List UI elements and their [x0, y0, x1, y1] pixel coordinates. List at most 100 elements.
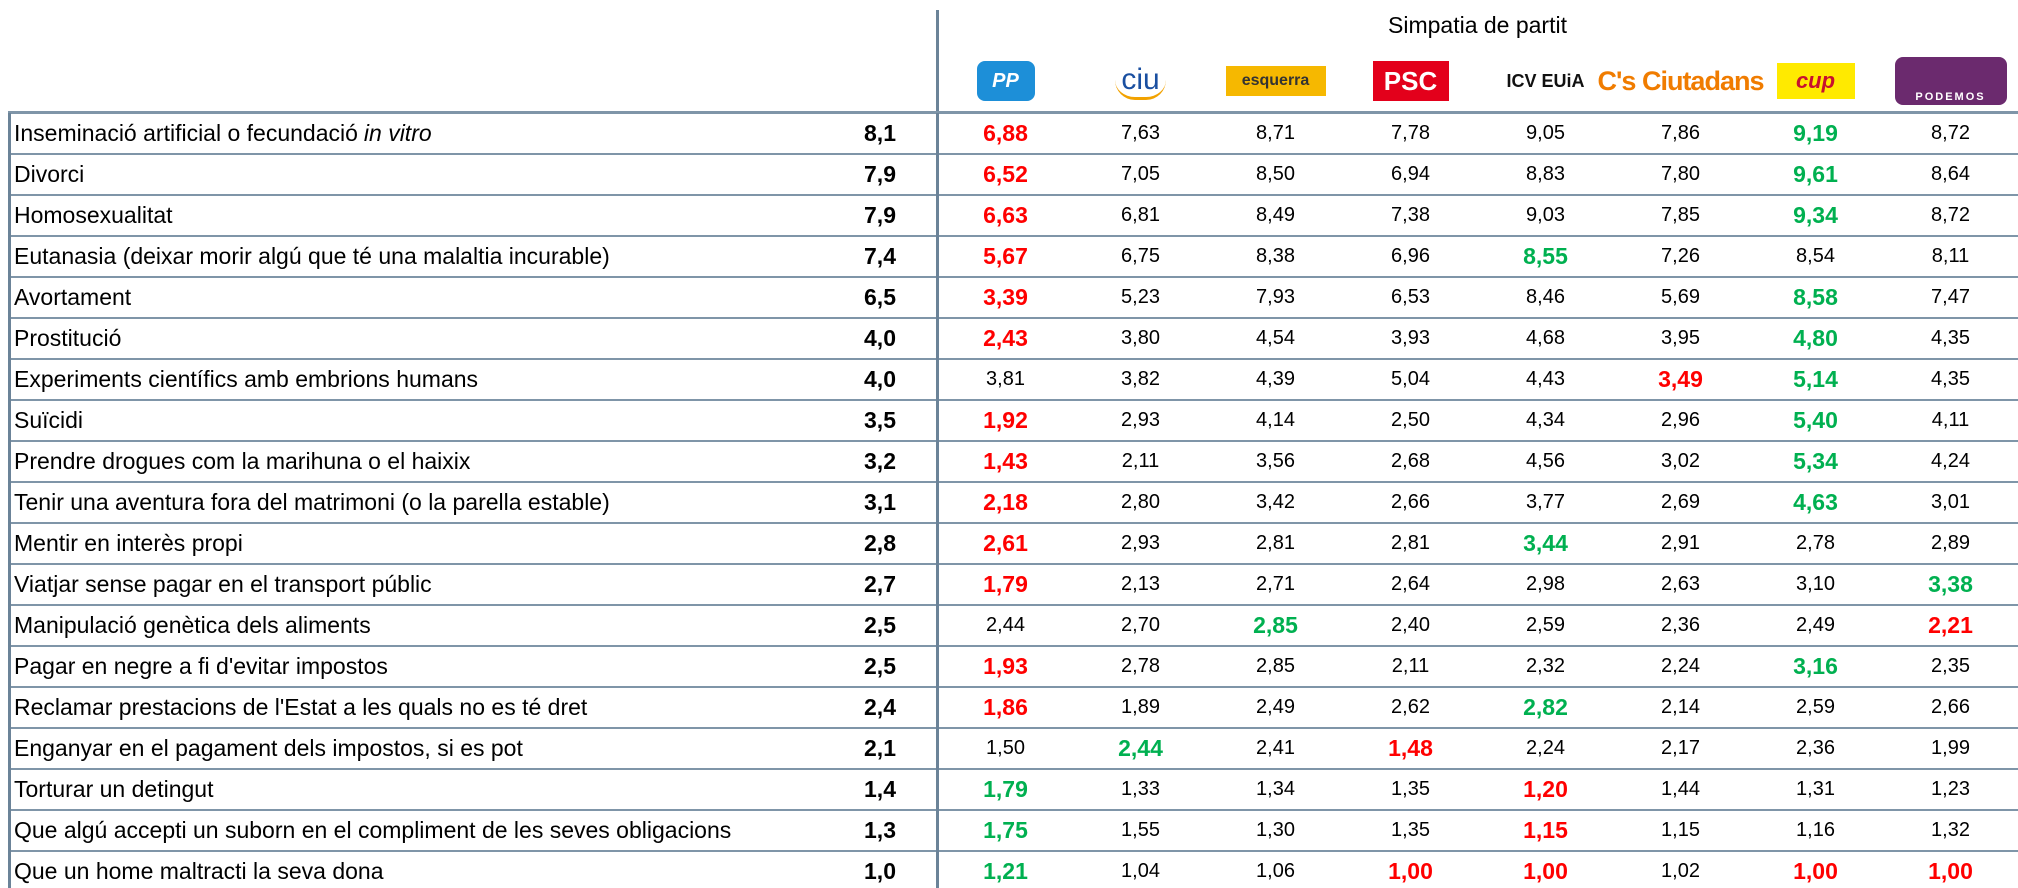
label-text: Viatjar sense pagar en el transport públ…: [14, 571, 432, 597]
value-cell: 2,13: [1121, 573, 1160, 595]
row-rule: [8, 850, 2018, 852]
value-cell: 7,38: [1391, 204, 1430, 226]
value-cell: 1,44: [1661, 778, 1700, 800]
row-rule: [8, 317, 2018, 319]
value-cell: 2,24: [1526, 737, 1565, 759]
value-cell: 7,63: [1121, 122, 1160, 144]
value-cell: 2,11: [1391, 655, 1430, 677]
value-cell: 1,86: [983, 694, 1028, 720]
party-logo: C's Ciutadans: [1598, 52, 1765, 110]
value-cell: 4,11: [1931, 409, 1970, 431]
value-cell: 9,34: [1793, 202, 1838, 228]
row-total: 7,4: [864, 243, 896, 269]
value-cell: 4,63: [1793, 489, 1838, 515]
label-text: Suïcidi: [14, 407, 84, 433]
party-name: C's Ciutadans: [1597, 65, 1765, 96]
table-left-border: [8, 113, 11, 888]
value-cell: 8,83: [1526, 163, 1565, 185]
value-cell: 2,85: [1256, 655, 1295, 677]
value-cell: 5,69: [1661, 286, 1700, 308]
party-name: ICV EUiA: [1506, 71, 1585, 91]
value-cell: 2,50: [1391, 409, 1430, 431]
value-cell: 2,70: [1121, 614, 1160, 636]
row-label: Divorci: [14, 154, 84, 195]
value-cell: 2,21: [1928, 612, 1973, 638]
value-cell: 2,68: [1391, 450, 1430, 472]
value-cell: 1,00: [1523, 858, 1568, 884]
value-cell: 8,71: [1256, 122, 1295, 144]
row-rule: [8, 276, 2018, 278]
row-label: Homosexualitat: [14, 195, 173, 236]
value-cell: 1,21: [983, 858, 1028, 884]
value-cell: 2,36: [1796, 737, 1835, 759]
row-total: 4,0: [864, 325, 896, 351]
value-cell: 1,55: [1121, 819, 1160, 841]
row-rule: [8, 194, 2018, 196]
value-cell: 6,75: [1121, 245, 1160, 267]
value-cell: 2,59: [1526, 614, 1565, 636]
value-cell: 2,44: [986, 614, 1025, 636]
value-cell: 8,46: [1526, 286, 1565, 308]
value-cell: 3,95: [1661, 327, 1700, 349]
row-rule: [8, 604, 2018, 606]
row-rule: [8, 358, 2018, 360]
party-logo: ICV EUiA: [1477, 52, 1614, 110]
value-cell: 3,38: [1928, 571, 1973, 597]
label-text: Prendre drogues com la marihuna o el hai…: [14, 448, 471, 474]
row-label: Eutanasia (deixar morir algú que té una …: [14, 236, 610, 277]
value-cell: 1,33: [1121, 778, 1160, 800]
value-cell: 6,63: [983, 202, 1028, 228]
value-cell: 2,93: [1121, 532, 1160, 554]
row-rule: [8, 686, 2018, 688]
value-cell: 1,79: [983, 571, 1028, 597]
label-text: Mentir en interès propi: [14, 530, 243, 556]
party-logo: PODEMOS: [1882, 52, 2018, 110]
value-cell: 1,23: [1931, 778, 1970, 800]
row-total: 1,0: [864, 858, 896, 884]
value-cell: 3,10: [1796, 573, 1835, 595]
value-cell: 8,55: [1523, 243, 1568, 269]
row-total: 3,1: [864, 489, 896, 515]
value-cell: 7,47: [1931, 286, 1970, 308]
party-logo: esquerra: [1207, 52, 1344, 110]
value-cell: 1,79: [983, 776, 1028, 802]
value-cell: 2,82: [1523, 694, 1568, 720]
value-cell: 3,77: [1526, 491, 1565, 513]
row-total: 3,5: [864, 407, 896, 433]
row-total: 2,5: [864, 653, 896, 679]
value-cell: 9,05: [1526, 122, 1565, 144]
header-title: Simpatia de partit: [1388, 12, 1567, 38]
value-cell: 4,68: [1526, 327, 1565, 349]
label-text: Eutanasia (deixar morir algú que té una …: [14, 243, 610, 269]
value-cell: 2,32: [1526, 655, 1565, 677]
row-rule: [8, 235, 2018, 237]
value-cell: 4,24: [1931, 450, 1970, 472]
value-cell: 5,14: [1793, 366, 1838, 392]
row-total: 2,4: [864, 694, 896, 720]
value-cell: 1,20: [1523, 776, 1568, 802]
row-label: Viatjar sense pagar en el transport públ…: [14, 564, 432, 605]
value-cell: 2,64: [1391, 573, 1430, 595]
row-total: 2,7: [864, 571, 896, 597]
row-total: 6,5: [864, 284, 896, 310]
value-cell: 2,49: [1796, 614, 1835, 636]
value-cell: 5,23: [1121, 286, 1160, 308]
value-cell: 3,44: [1523, 530, 1568, 556]
value-cell: 1,04: [1121, 860, 1160, 882]
value-cell: 1,50: [986, 737, 1025, 759]
party-name: ciu: [1115, 63, 1166, 100]
row-total: 7,9: [864, 202, 896, 228]
value-cell: 2,62: [1391, 696, 1430, 718]
value-cell: 3,81: [986, 368, 1025, 390]
value-cell: 8,38: [1256, 245, 1295, 267]
row-total: 7,9: [864, 161, 896, 187]
value-cell: 2,93: [1121, 409, 1160, 431]
value-cell: 1,99: [1931, 737, 1970, 759]
row-total: 2,8: [864, 530, 896, 556]
party-name: PODEMOS: [1894, 57, 2007, 105]
value-cell: 1,75: [983, 817, 1028, 843]
value-cell: 3,39: [983, 284, 1028, 310]
value-cell: 4,56: [1526, 450, 1565, 472]
party-name: PSC: [1372, 61, 1449, 101]
